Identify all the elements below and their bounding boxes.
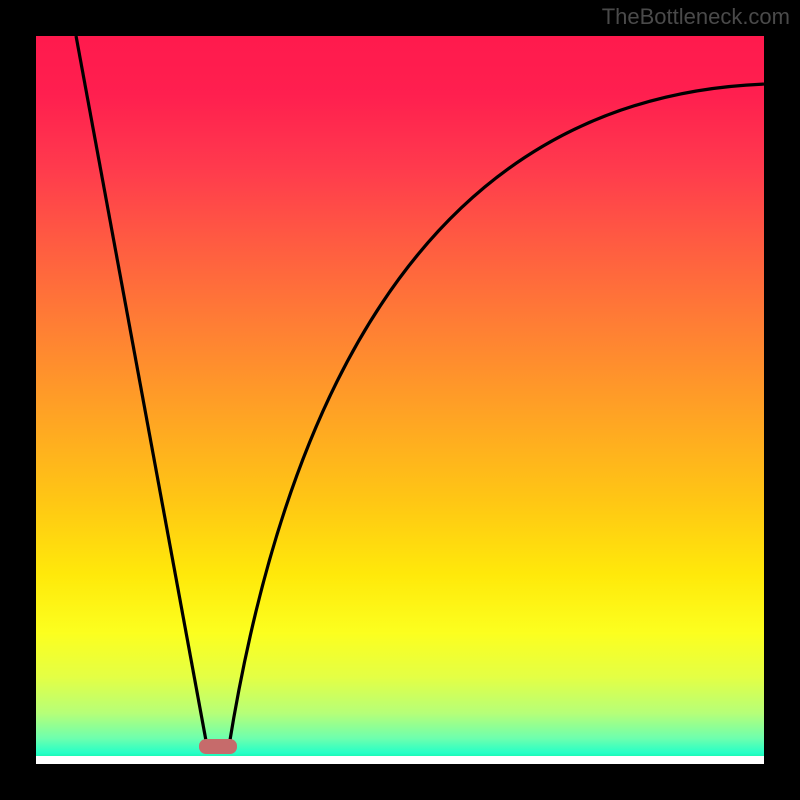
watermark-text: TheBottleneck.com <box>602 4 790 30</box>
chart-stage: TheBottleneck.com <box>0 0 800 800</box>
plot-area <box>36 36 764 764</box>
bottleneck-curve <box>36 36 764 764</box>
optimal-marker <box>199 739 237 754</box>
